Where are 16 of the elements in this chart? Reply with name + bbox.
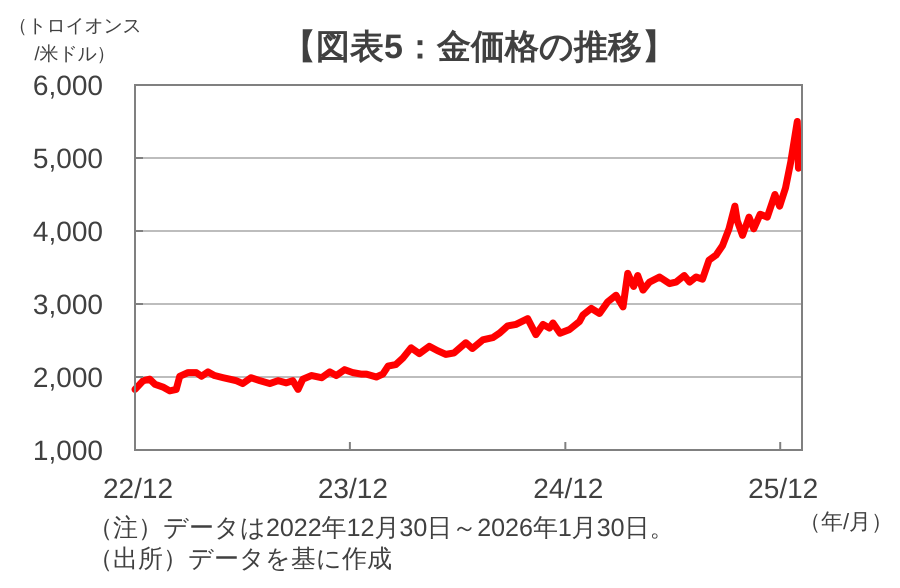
y-tick-label: 1,000 bbox=[32, 435, 103, 466]
x-axis-title: （年/月） bbox=[798, 509, 894, 534]
y-tick-label: 3,000 bbox=[32, 289, 103, 320]
y-tick-label: 6,000 bbox=[32, 70, 103, 101]
x-tick-label: 25/12 bbox=[748, 473, 818, 504]
y-tick-label: 4,000 bbox=[32, 216, 103, 247]
y-tick-label: 5,000 bbox=[32, 143, 103, 174]
x-tick-label: 24/12 bbox=[533, 473, 604, 504]
y-tick-label: 2,000 bbox=[32, 362, 103, 393]
title: 【図表5：金価格の推移】 bbox=[282, 28, 676, 66]
annotation: （出所）データを基に作成 bbox=[88, 545, 392, 573]
x-tick-label: 23/12 bbox=[318, 473, 388, 504]
y-axis-title: /米ドル） bbox=[34, 44, 116, 65]
y-axis-title: （トロイオンス bbox=[8, 16, 142, 37]
x-tick-label: 22/12 bbox=[102, 473, 174, 504]
annotation: （注）データは2022年12月30日～2026年1月30日。 bbox=[88, 514, 675, 542]
